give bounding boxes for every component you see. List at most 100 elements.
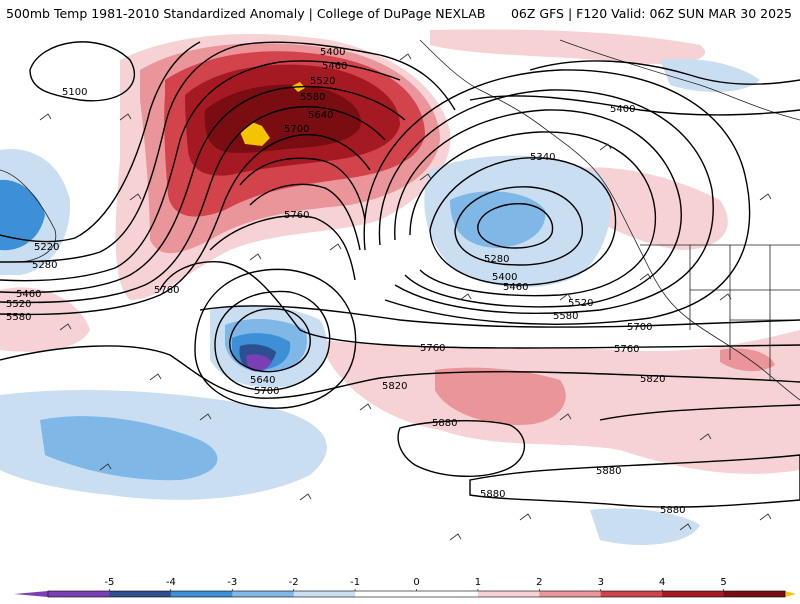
colorbar-tick-label: 4 xyxy=(658,577,666,588)
contour-5340-north xyxy=(529,60,800,85)
colorbar-tick-label: -4 xyxy=(165,577,176,588)
contour-label: 5820 xyxy=(382,381,407,392)
anomaly-shading xyxy=(0,29,800,545)
contour-label: 5700 xyxy=(284,124,309,135)
wind-barbs xyxy=(39,53,772,541)
contour-label: 5460 xyxy=(503,282,528,293)
negative-anomaly-area xyxy=(40,416,218,481)
contour-5880-west xyxy=(397,420,526,478)
contour-5520-west xyxy=(0,106,386,304)
contour-label: 5760 xyxy=(154,285,179,296)
contour-label: 5700 xyxy=(254,386,279,397)
map-header: 500mb Temp 1981-2010 Standardized Anomal… xyxy=(0,0,800,29)
height-contours xyxy=(0,41,800,508)
colorbar-tick-label: -5 xyxy=(104,577,115,588)
map-title: 500mb Temp 1981-2010 Standardized Anomal… xyxy=(6,6,486,21)
colorbar-segment xyxy=(232,591,295,597)
contour-5220 xyxy=(0,41,201,243)
alaska-coastline xyxy=(419,39,621,211)
positive-anomaly-area xyxy=(720,348,775,372)
colorbar-tick-label: 0 xyxy=(413,577,420,588)
extreme-anomaly-area xyxy=(240,122,270,146)
contour-label: 5880 xyxy=(432,418,457,429)
contour-5400-north xyxy=(469,95,800,116)
colorbar-extend-arrow xyxy=(14,591,48,597)
colorbar-tick-label: 2 xyxy=(536,577,543,588)
colorbar-scale xyxy=(14,589,796,598)
geographic-boundaries xyxy=(0,39,800,401)
negative-anomaly-area xyxy=(590,508,700,545)
contour-5400-east xyxy=(409,131,657,297)
contour-label: 5760 xyxy=(284,210,309,221)
colorbar-segment xyxy=(293,591,356,597)
contour-label: 5760 xyxy=(420,343,445,354)
anomaly-colorbar: -5 -4 -3 -2 -1 0 1 2 3 4 5 xyxy=(0,576,800,600)
colorbar-tick-label: 3 xyxy=(597,577,604,588)
contour-label: 5880 xyxy=(596,466,621,477)
colorbar-segment xyxy=(539,591,602,597)
siberia-coastline xyxy=(0,169,57,263)
weather-map: 5100 5220 5280 5460 5520 5580 5400 5460 … xyxy=(0,28,800,576)
contour-label: 5760 xyxy=(614,344,639,355)
contour-label: 5580 xyxy=(6,312,31,323)
negative-anomaly-area xyxy=(450,191,546,248)
contour-5880-east xyxy=(599,404,800,421)
contour-5700-mid xyxy=(199,305,800,328)
state-borders xyxy=(689,245,800,380)
contour-label: 5580 xyxy=(300,92,325,103)
contour-label: 5520 xyxy=(568,298,593,309)
contour-5760-mid xyxy=(159,261,800,349)
colorbar-segment xyxy=(723,591,786,597)
contour-label: 5400 xyxy=(492,272,517,283)
contour-label: 5100 xyxy=(62,87,87,98)
contour-label: 5700 xyxy=(627,322,652,333)
negative-anomaly-area xyxy=(0,179,45,251)
contour-label: 5400 xyxy=(610,104,635,115)
contour-5280-low xyxy=(454,186,583,266)
negative-anomaly-area xyxy=(246,354,272,372)
contour-label: 5220 xyxy=(34,242,59,253)
contour-label: 5400 xyxy=(320,47,345,58)
contour-5700-cutoff xyxy=(214,290,331,391)
contour-label: 5460 xyxy=(322,61,347,72)
contour-5760-cutoff xyxy=(194,268,357,409)
contour-5880-south xyxy=(469,454,800,508)
colorbar-tick-label: 5 xyxy=(720,577,727,588)
colorbar-tick-label: -3 xyxy=(227,577,238,588)
contour-5760-upper xyxy=(209,215,356,281)
contour-5580-east xyxy=(363,69,751,325)
contour-5580-west xyxy=(0,133,371,316)
model-valid-time: 06Z GFS | F120 Valid: 06Z SUN MAR 30 202… xyxy=(510,6,792,21)
contour-label: 5280 xyxy=(32,260,57,271)
positive-anomaly-area xyxy=(0,287,90,352)
positive-anomaly-area xyxy=(430,29,706,65)
contour-5820 xyxy=(0,345,800,399)
colorbar-segment xyxy=(170,591,233,597)
colorbar-tick-label: -1 xyxy=(350,577,361,588)
colorbar-segment xyxy=(109,591,172,597)
contour-5340-low xyxy=(429,157,617,286)
contour-5520-east xyxy=(378,89,714,314)
contour-label: 5880 xyxy=(480,489,505,500)
positive-anomaly-area xyxy=(435,367,566,425)
contour-label: 5280 xyxy=(484,254,509,265)
contour-5700-upper xyxy=(249,183,361,251)
contour-label: 5340 xyxy=(530,152,555,163)
contour-label: 5460 xyxy=(16,289,41,300)
colorbar-segment xyxy=(600,591,663,597)
colorbar-segment xyxy=(48,591,110,597)
colorbar-segment xyxy=(416,591,479,597)
contour-labels: 5100 5220 5280 5460 5520 5580 5400 5460 … xyxy=(6,47,685,516)
contour-5280 xyxy=(0,41,456,263)
contour-label: 5640 xyxy=(250,375,275,386)
contour-label: 5880 xyxy=(660,505,685,516)
contour-label: 5580 xyxy=(553,311,578,322)
canada-coastline xyxy=(559,39,800,121)
negative-anomaly-area xyxy=(660,58,760,92)
contour-5340-west xyxy=(0,60,401,282)
contour-label: 5820 xyxy=(640,374,665,385)
colorbar-tick-label: -2 xyxy=(288,577,299,588)
contour-5460-west xyxy=(0,85,406,294)
colorbar-segment xyxy=(355,591,417,597)
colorbar-tick-label: 1 xyxy=(474,577,482,588)
